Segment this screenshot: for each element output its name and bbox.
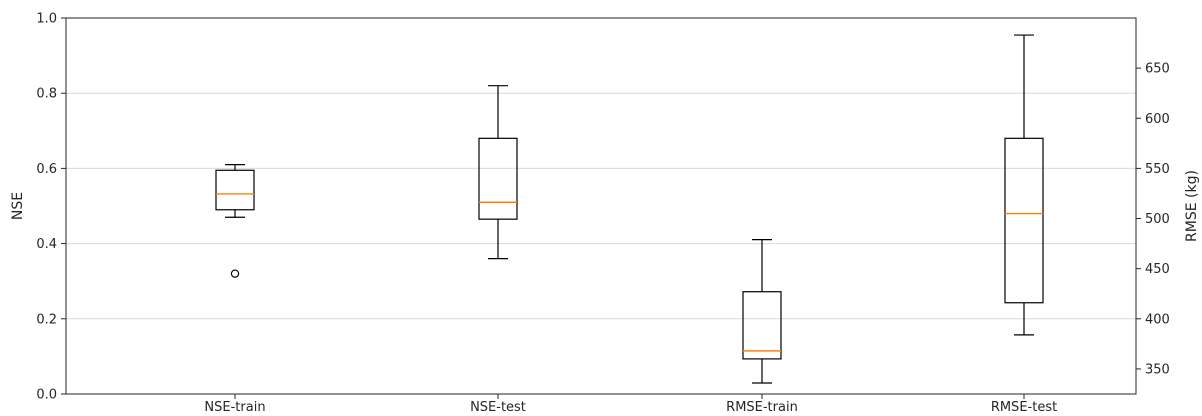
- x-tick-label: NSE-test: [470, 400, 526, 415]
- iqr-box: [478, 137, 518, 220]
- iqr-box: [215, 169, 255, 211]
- right-tick-label: 400: [1145, 312, 1170, 327]
- box-rmse-test: [1004, 34, 1044, 336]
- left-tick-label: 0.8: [36, 87, 57, 102]
- left-y-axis: 0.0 0.2 0.4 0.6 0.8 1.0: [36, 12, 66, 403]
- left-tick-label: 0.6: [36, 162, 57, 177]
- right-y-axis: 350 400 450 500 550 600 650: [1136, 62, 1170, 377]
- x-tick-label: RMSE-test: [991, 400, 1057, 415]
- outlier-point: [230, 269, 240, 278]
- box-nse-train: [215, 164, 255, 278]
- right-tick-label: 600: [1145, 112, 1170, 127]
- right-tick-label: 550: [1145, 162, 1170, 177]
- iqr-box: [1004, 137, 1044, 304]
- grid-lines: [66, 92, 1136, 320]
- left-tick-label: 1.0: [36, 12, 57, 27]
- right-tick-label: 450: [1145, 262, 1170, 277]
- boxes: [215, 34, 1044, 384]
- right-tick-label: 650: [1145, 62, 1170, 77]
- left-tick-label: 0.4: [36, 237, 57, 252]
- left-tick-label: 0.2: [36, 312, 57, 327]
- box-rmse-train: [742, 238, 782, 384]
- plot-frame: [65, 17, 1137, 395]
- right-tick-label: 500: [1145, 212, 1170, 227]
- right-tick-label: 350: [1145, 362, 1170, 377]
- iqr-box: [742, 291, 782, 360]
- left-tick-label: 0.0: [36, 388, 57, 403]
- left-axis-label: NSE: [10, 192, 26, 220]
- x-axis: NSE-train NSE-test RMSE-train RMSE-test: [204, 394, 1057, 415]
- box-nse-test: [478, 85, 518, 260]
- right-axis-label: RMSE (kg): [1184, 170, 1200, 242]
- x-tick-label: RMSE-train: [726, 400, 798, 415]
- x-tick-label: NSE-train: [204, 400, 265, 415]
